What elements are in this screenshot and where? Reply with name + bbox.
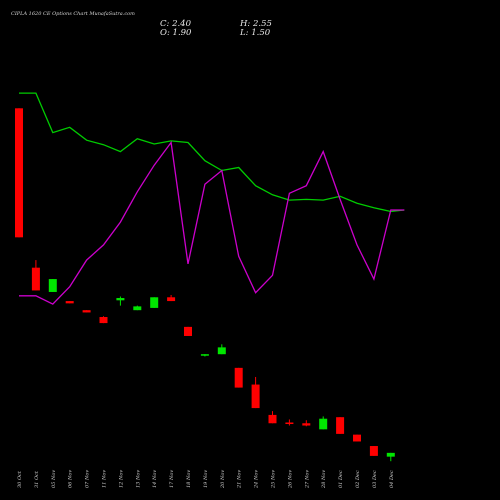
high-readout: H: 2.55 [239, 19, 272, 29]
x-tick-label: 24 Nov [254, 470, 260, 489]
x-tick-label: 21 Nov [237, 470, 243, 489]
candle-body [167, 297, 176, 302]
x-tick-label: 30 Oct [17, 470, 23, 488]
chart-title: CIPLA 1620 CE Options Chart MunafaSutra.… [11, 11, 135, 17]
candle-body [251, 384, 260, 409]
x-tick-label: 04 Dec [389, 470, 395, 488]
x-tick-label: 26 Nov [287, 470, 293, 489]
candle-body [302, 423, 311, 426]
candle-body [99, 317, 108, 324]
x-tick-label: 28 Nov [321, 470, 327, 489]
candle-body [200, 354, 209, 356]
x-tick-label: 12 Nov [118, 470, 124, 488]
candle-body [217, 347, 226, 355]
low-readout: L: 1.50 [239, 28, 271, 38]
candle-body [150, 297, 159, 308]
candle-body [82, 310, 91, 313]
x-tick-label: 07 Nov [85, 470, 91, 488]
x-tick-label: 31 Oct [34, 470, 40, 488]
candle-body [319, 418, 328, 430]
green-indicator-line [19, 92, 405, 213]
candle-body [285, 422, 294, 425]
candle-body [48, 279, 57, 292]
x-tick-label: 25 Nov [271, 470, 277, 489]
x-tick-label: 02 Dec [355, 470, 361, 488]
candle-body [386, 452, 395, 457]
x-tick-label: 20 Nov [220, 470, 226, 489]
candle-body [234, 367, 243, 388]
x-tick-label: 27 Nov [304, 470, 310, 489]
candles [15, 108, 395, 462]
candle-body [65, 301, 74, 304]
candle-body [353, 434, 361, 442]
x-tick-label: 03 Dec [372, 470, 378, 488]
indicator-lines [19, 92, 405, 305]
x-tick-label: 06 Nov [68, 470, 74, 488]
candle-body [15, 108, 23, 238]
candle-body [268, 414, 277, 424]
candle-body [336, 417, 345, 434]
x-tick-label: 18 Nov [186, 470, 192, 488]
open-readout: O: 1.90 [160, 28, 192, 38]
close-readout: C: 2.40 [160, 19, 192, 29]
x-tick-label: 01 Dec [338, 470, 344, 488]
candle-body [133, 306, 142, 311]
candle-body [31, 267, 40, 291]
x-axis-ticks: 30 Oct 31 Oct 05 Nov 06 Nov 07 Nov 11 Nov 12 N… [17, 470, 395, 489]
x-tick-label: 14 Nov [152, 470, 158, 488]
x-tick-label: 19 Nov [203, 470, 209, 488]
candle-body [184, 326, 192, 336]
x-tick-label: 17 Nov [169, 470, 175, 488]
candle-body [116, 298, 125, 301]
x-tick-label: 05 Nov [51, 470, 57, 488]
magenta-indicator-line [19, 140, 405, 305]
x-tick-label: 13 Nov [135, 470, 141, 488]
x-tick-label: 11 Nov [102, 470, 108, 488]
candle-body [369, 446, 378, 456]
